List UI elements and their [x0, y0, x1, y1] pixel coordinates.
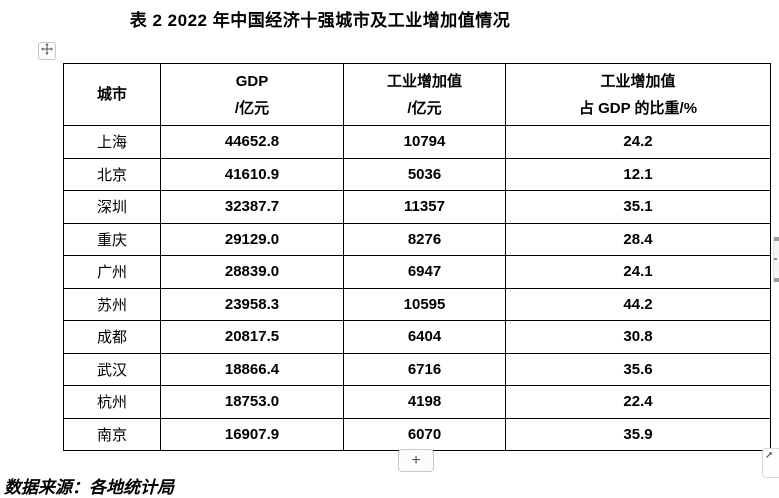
- iav-cell: 8276: [343, 222, 506, 256]
- ratio-cell: 24.1: [505, 255, 771, 289]
- gdp-cell: 20817.5: [160, 320, 344, 354]
- ratio-cell: 35.9: [505, 417, 771, 451]
- table-header-row: 城市 GDP /亿元 工业增加值 /亿元 工业增加值 占 GDP 的比重/%: [63, 63, 771, 126]
- header-gdp-line1: GDP: [235, 72, 269, 90]
- iav-cell: 6404: [343, 320, 506, 354]
- city-cell: 上海: [63, 125, 161, 159]
- city-cell: 广州: [63, 255, 161, 289]
- iav-cell: 10595: [343, 287, 506, 321]
- gdp-cell: 16907.9: [160, 417, 344, 451]
- header-city: 城市: [63, 63, 161, 126]
- iav-cell: 10794: [343, 125, 506, 159]
- gdp-cell: 29129.0: [160, 222, 344, 256]
- table-row: 杭州 18753.0 4198 22.4: [63, 385, 771, 419]
- move-cross-icon: [41, 42, 53, 60]
- ratio-cell: 28.4: [505, 222, 771, 256]
- city-cell: 成都: [63, 320, 161, 354]
- ratio-cell: 30.8: [505, 320, 771, 354]
- iav-cell: 6070: [343, 417, 506, 451]
- slider-handle: [774, 258, 777, 260]
- data-table: 城市 GDP /亿元 工业增加值 /亿元 工业增加值 占 GDP 的比重/% 上…: [63, 63, 771, 451]
- ratio-cell: 44.2: [505, 287, 771, 321]
- table-move-handle-button[interactable]: [38, 42, 56, 60]
- ratio-cell: 24.2: [505, 125, 771, 159]
- header-iav-line1: 工业增加值: [386, 72, 462, 90]
- city-cell: 深圳: [63, 190, 161, 224]
- header-city-label: 城市: [96, 86, 127, 103]
- gdp-cell: 41610.9: [160, 157, 344, 191]
- table-row: 成都 20817.5 6404 30.8: [63, 320, 771, 354]
- gdp-cell: 32387.7: [160, 190, 344, 224]
- city-cell: 杭州: [63, 385, 161, 419]
- header-gdp-line2: /亿元: [234, 99, 270, 117]
- table-resize-handle-button[interactable]: [762, 448, 779, 478]
- header-ratio-line2: 占 GDP 的比重/%: [578, 99, 698, 117]
- iav-cell: 5036: [343, 157, 506, 191]
- plus-icon: +: [411, 451, 421, 469]
- gdp-cell: 44652.8: [160, 125, 344, 159]
- table-row: 上海 44652.8 10794 24.2: [63, 125, 771, 159]
- slider-top-cap: [774, 237, 779, 241]
- header-iav-line2: /亿元: [407, 99, 442, 117]
- city-cell: 北京: [63, 157, 161, 191]
- iav-cell: 11357: [343, 190, 506, 224]
- table-row: 广州 28839.0 6947 24.1: [63, 255, 771, 289]
- gdp-cell: 28839.0: [160, 255, 344, 289]
- ratio-cell: 12.1: [505, 157, 771, 191]
- gdp-cell: 18753.0: [160, 385, 344, 419]
- iav-cell: 6716: [343, 352, 506, 386]
- ratio-cell: 35.6: [505, 352, 771, 386]
- source-note: 数据来源：各地统计局: [4, 478, 174, 497]
- table-row: 南京 16907.9 6070 35.9: [63, 417, 771, 451]
- ratio-cell: 22.4: [505, 385, 771, 419]
- header-ratio-line1: 工业增加值: [600, 72, 676, 90]
- table-row: 深圳 32387.7 11357 35.1: [63, 190, 771, 224]
- slider-bottom-cap: [774, 278, 779, 282]
- city-cell: 重庆: [63, 222, 161, 256]
- iav-cell: 6947: [343, 255, 506, 289]
- city-cell: 武汉: [63, 352, 161, 386]
- table-row: 重庆 29129.0 8276 28.4: [63, 222, 771, 256]
- ratio-cell: 35.1: [505, 190, 771, 224]
- gdp-cell: 23958.3: [160, 287, 344, 321]
- add-row-button[interactable]: +: [398, 449, 434, 472]
- header-gdp: GDP /亿元: [160, 63, 344, 126]
- table-row: 武汉 18866.4 6716 35.6: [63, 352, 771, 386]
- header-ratio: 工业增加值 占 GDP 的比重/%: [505, 63, 771, 126]
- city-cell: 苏州: [63, 287, 161, 321]
- header-industrial-added-value: 工业增加值 /亿元: [343, 63, 506, 126]
- gdp-cell: 18866.4: [160, 352, 344, 386]
- right-edge-slider[interactable]: [773, 237, 779, 282]
- table-row: 苏州 23958.3 10595 44.2: [63, 287, 771, 321]
- table-row: 北京 41610.9 5036 12.1: [63, 157, 771, 191]
- iav-cell: 4198: [343, 385, 506, 419]
- page-title: 表 2 2022 年中国经济十强城市及工业增加值情况: [129, 11, 511, 30]
- city-cell: 南京: [63, 417, 161, 451]
